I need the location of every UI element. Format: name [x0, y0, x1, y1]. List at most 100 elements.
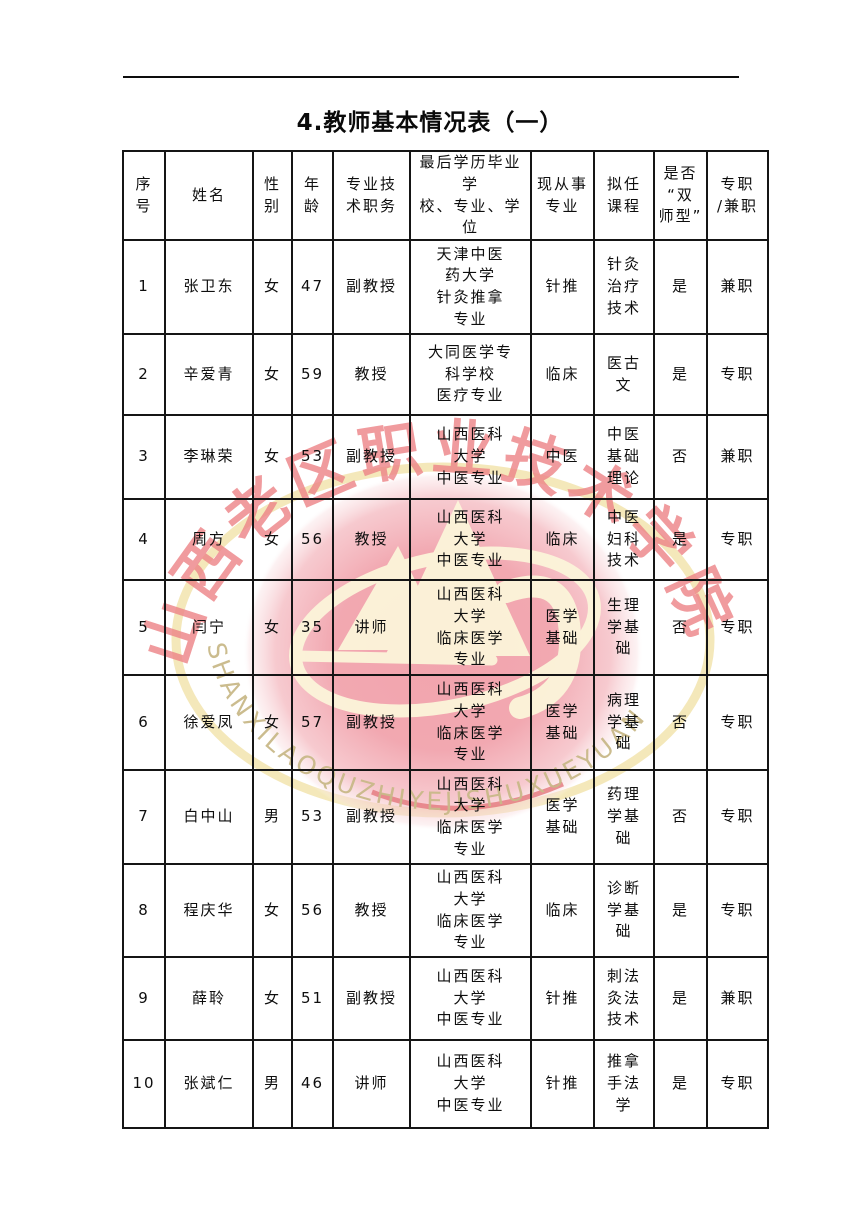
cell-xingming: 闫宁: [164, 579, 254, 676]
cell-xingbie: 女: [252, 956, 293, 1041]
cell-zhiwu: 副教授: [332, 956, 411, 1041]
cell-nianling: 56: [291, 498, 334, 581]
cell-nianling: 57: [291, 674, 334, 771]
cell-xingbie: 男: [252, 769, 293, 865]
header-row: 序 号姓名性 别年 龄专业技 术职务 最后学历毕业学 校、专业、学位 现从事 专业拟…: [122, 150, 769, 241]
cell-kecheng: 刺法 灸法 技术: [593, 956, 655, 1041]
cell-xuhao: 6: [122, 674, 166, 771]
cell-zhuanzhi: 专职: [706, 333, 769, 416]
table-row: 6 徐爱凤女 57 副教授 山西医科 大学 临床医学 专业 医学 基础 病理 学基 础否专职: [122, 674, 769, 771]
top-rule: [123, 76, 739, 78]
cell-kecheng: 病理 学基 础: [593, 674, 655, 771]
cell-xingbie: 女: [252, 579, 293, 676]
cell-xingbie: 男: [252, 1039, 293, 1129]
header-xingming: 姓名: [164, 150, 254, 241]
cell-xueli: 山西医科 大学 临床医学 专业: [409, 579, 532, 676]
cell-zhuanzhi: 兼职: [706, 239, 769, 335]
cell-shuangshi: 是: [653, 333, 708, 416]
header-shuangshi: 是否 “双 师型”: [653, 150, 708, 241]
table-row: 3 李琳荣女 53 副教授 山西医科 大学 中医专业 中医 中医 基础 理论否兼职: [122, 414, 769, 500]
cell-shuangshi: 是: [653, 239, 708, 335]
cell-kecheng: 诊断 学基 础: [593, 863, 655, 958]
cell-xingming: 周方: [164, 498, 254, 581]
cell-congshi: 针推: [530, 1039, 595, 1129]
cell-xueli: 山西医科 大学 中医专业: [409, 1039, 532, 1129]
cell-xuhao: 3: [122, 414, 166, 500]
cell-congshi: 临床: [530, 498, 595, 581]
cell-xueli: 山西医科 大学 临床医学 专业: [409, 674, 532, 771]
table-row: 4 周方女 56 教授 山西医科 大学 中医专业 临床 中医 妇科 技术是专职: [122, 498, 769, 581]
cell-xingming: 薛聆: [164, 956, 254, 1041]
cell-zhuanzhi: 专职: [706, 863, 769, 958]
teachers-table-wrap: 序 号姓名性 别年 龄专业技 术职务 最后学历毕业学 校、专业、学位 现从事 专业拟…: [122, 150, 769, 1129]
cell-shuangshi: 否: [653, 674, 708, 771]
cell-congshi: 针推: [530, 956, 595, 1041]
table-row: 2 辛爱青女 59 教授 大同医学专 科学校 医疗专业 临床 医古 文是专职: [122, 333, 769, 416]
cell-xueli: 大同医学专 科学校 医疗专业: [409, 333, 532, 416]
cell-congshi: 医学 基础: [530, 769, 595, 865]
cell-shuangshi: 是: [653, 956, 708, 1041]
cell-nianling: 47: [291, 239, 334, 335]
cell-zhuanzhi: 兼职: [706, 956, 769, 1041]
cell-xingming: 张卫东: [164, 239, 254, 335]
cell-xueli: 天津中医 药大学 针灸推拿 专业: [409, 239, 532, 335]
cell-nianling: 59: [291, 333, 334, 416]
cell-nianling: 46: [291, 1039, 334, 1129]
cell-xueli: 山西医科 大学 中医专业: [409, 498, 532, 581]
cell-kecheng: 针灸 治疗 技术: [593, 239, 655, 335]
cell-nianling: 53: [291, 414, 334, 500]
cell-kecheng: 生理 学基 础: [593, 579, 655, 676]
cell-xingbie: 女: [252, 239, 293, 335]
cell-xuhao: 10: [122, 1039, 166, 1129]
cell-zhiwu: 副教授: [332, 769, 411, 865]
teachers-table: 序 号姓名性 别年 龄专业技 术职务 最后学历毕业学 校、专业、学位 现从事 专业拟…: [122, 150, 769, 1129]
cell-zhuanzhi: 兼职: [706, 414, 769, 500]
cell-zhiwu: 副教授: [332, 674, 411, 771]
cell-xuhao: 4: [122, 498, 166, 581]
cell-xueli: 山西医科 大学 中医专业: [409, 956, 532, 1041]
header-congshi: 现从事 专业: [530, 150, 595, 241]
cell-kecheng: 中医 妇科 技术: [593, 498, 655, 581]
cell-shuangshi: 是: [653, 498, 708, 581]
header-kecheng: 拟任 课程: [593, 150, 655, 241]
cell-xuhao: 2: [122, 333, 166, 416]
cell-xingming: 辛爱青: [164, 333, 254, 416]
cell-shuangshi: 否: [653, 579, 708, 676]
table-row: 1 张卫东女 47 副教授 天津中医 药大学 针灸推拿 专业 针推 针灸 治疗 技术是兼职: [122, 239, 769, 335]
cell-xueli: 山西医科 大学 中医专业: [409, 414, 532, 500]
table-header: 序 号姓名性 别年 龄专业技 术职务 最后学历毕业学 校、专业、学位 现从事 专业拟…: [122, 150, 769, 241]
cell-xingming: 程庆华: [164, 863, 254, 958]
cell-kecheng: 推拿 手法 学: [593, 1039, 655, 1129]
cell-xingbie: 女: [252, 333, 293, 416]
page-title: 4.教师基本情况表（一）: [296, 110, 564, 136]
cell-zhuanzhi: 专职: [706, 674, 769, 771]
cell-congshi: 针推: [530, 239, 595, 335]
cell-zhiwu: 副教授: [332, 239, 411, 335]
header-nianling: 年 龄: [291, 150, 334, 241]
cell-zhiwu: 副教授: [332, 414, 411, 500]
cell-congshi: 医学 基础: [530, 674, 595, 771]
header-xueli: 最后学历毕业学 校、专业、学位: [409, 150, 532, 241]
cell-zhiwu: 教授: [332, 498, 411, 581]
cell-xueli: 山西医科 大学 临床医学 专业: [409, 863, 532, 958]
table-row: 7 白中山男 53 副教授 山西医科 大学 临床医学 专业 医学 基础 药理 学基 础否专职: [122, 769, 769, 865]
cell-nianling: 51: [291, 956, 334, 1041]
cell-shuangshi: 是: [653, 1039, 708, 1129]
cell-shuangshi: 是: [653, 863, 708, 958]
header-zhuanzhi: 专职 /兼职: [706, 150, 769, 241]
cell-zhiwu: 讲师: [332, 579, 411, 676]
table-row: 5 闫宁女 35 讲师 山西医科 大学 临床医学 专业 医学 基础 生理 学基 础否专职: [122, 579, 769, 676]
cell-xingming: 徐爱凤: [164, 674, 254, 771]
cell-nianling: 35: [291, 579, 334, 676]
cell-zhuanzhi: 专职: [706, 498, 769, 581]
cell-xingbie: 女: [252, 863, 293, 958]
cell-xuhao: 8: [122, 863, 166, 958]
cell-shuangshi: 否: [653, 414, 708, 500]
cell-zhuanzhi: 专职: [706, 769, 769, 865]
cell-xingbie: 女: [252, 414, 293, 500]
cell-zhiwu: 教授: [332, 333, 411, 416]
cell-xingbie: 女: [252, 498, 293, 581]
cell-xingming: 张斌仁: [164, 1039, 254, 1129]
cell-xingbie: 女: [252, 674, 293, 771]
cell-zhiwu: 教授: [332, 863, 411, 958]
